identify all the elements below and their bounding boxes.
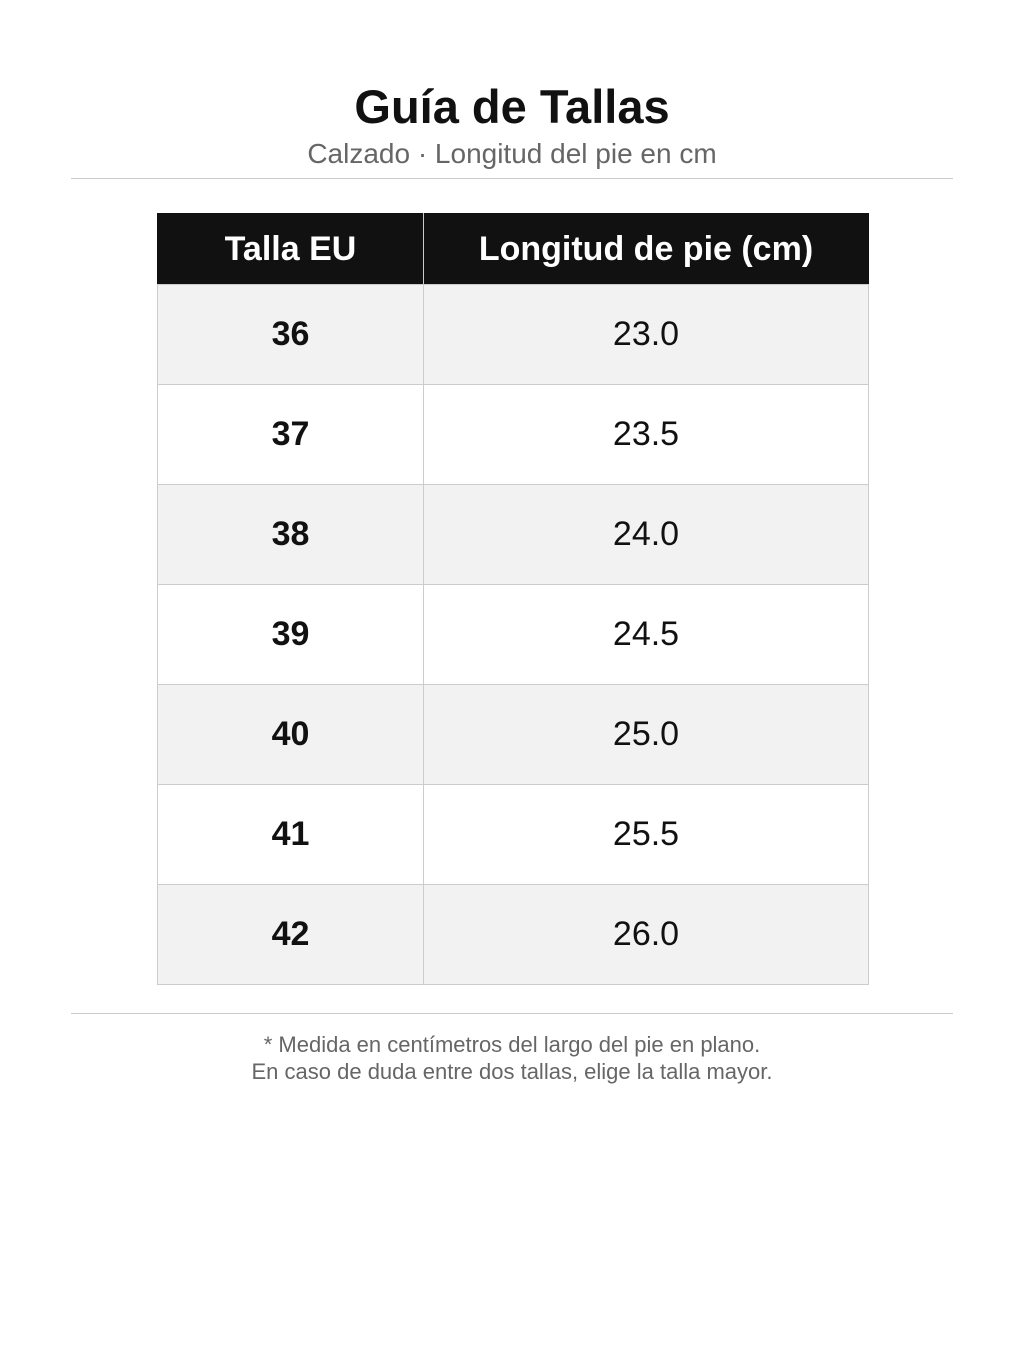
table-body: 36 23.0 37 23.5 38 24.0 39 24.5 40 25.0 41 25.5 42 26… [157,284,869,985]
table-row: 37 23.5 [157,384,869,485]
size-cell: 37 [157,384,424,485]
column-header: Longitud de pie (cm) [423,213,869,285]
footer: * Medida en centímetros del largo del pi… [0,1031,1024,1085]
size-cell: 36 [157,284,424,385]
length-cell: 25.5 [423,784,869,885]
table-row: 39 24.5 [157,584,869,685]
length-cell: 23.5 [423,384,869,485]
footer-note: En caso de duda entre dos tallas, elige … [251,1059,773,1084]
subtitle: Calzado · Longitud del pie en cm [307,138,717,169]
table-row: 40 25.0 [157,684,869,785]
table-row: 41 25.5 [157,784,869,885]
column-header: Talla EU [157,213,424,285]
length-cell: 24.0 [423,484,869,585]
footer-note: * Medida en centímetros del largo del pi… [263,1032,761,1057]
divider [71,1013,953,1014]
size-cell: 39 [157,584,424,685]
size-table: Talla EU Longitud de pie (cm) 36 23.0 37 23.… [157,213,869,985]
size-cell: 38 [157,484,424,585]
divider [71,178,953,179]
table-row: 38 24.0 [157,484,869,585]
length-cell: 25.0 [423,684,869,785]
size-cell: 42 [157,884,424,985]
header-row: Talla EU Longitud de pie (cm) [157,213,869,285]
length-cell: 23.0 [423,284,869,385]
length-cell: 26.0 [423,884,869,985]
size-cell: 40 [157,684,424,785]
title: Guía de Tallas [354,80,670,133]
table-row: 36 23.0 [157,284,869,385]
length-cell: 24.5 [423,584,869,685]
table-row: 42 26.0 [157,884,869,985]
size-cell: 41 [157,784,424,885]
